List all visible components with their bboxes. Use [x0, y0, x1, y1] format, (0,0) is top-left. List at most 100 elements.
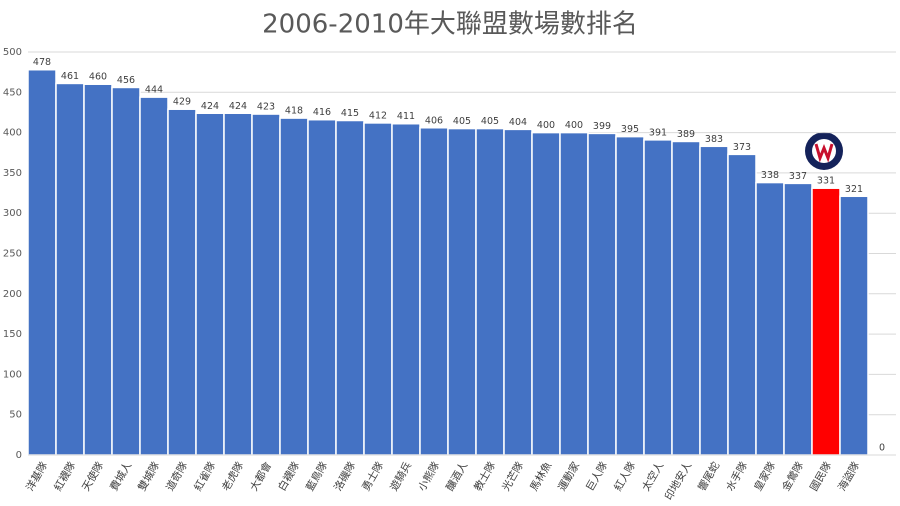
value-label: 424 — [201, 101, 219, 112]
value-label: 406 — [425, 115, 443, 126]
value-label: 424 — [229, 101, 247, 112]
bar — [755, 181, 785, 456]
value-label: 331 — [817, 176, 835, 187]
value-label: 400 — [565, 120, 583, 131]
bar — [223, 112, 253, 456]
bar — [363, 122, 393, 456]
value-label: 389 — [677, 129, 695, 140]
x-tick-label: 老虎隊 — [219, 459, 246, 493]
value-label: 412 — [369, 110, 387, 121]
y-tick-label: 50 — [9, 410, 22, 421]
y-tick-label: 400 — [3, 128, 22, 139]
y-tick-label: 200 — [3, 289, 22, 300]
bar — [559, 131, 589, 456]
x-tick-label: 巨人隊 — [583, 459, 610, 493]
x-tick-label: 洛磯隊 — [331, 459, 358, 493]
x-tick-label: 雙城隊 — [135, 459, 162, 493]
x-tick-label: 太空人 — [639, 459, 666, 493]
x-tick-label: 道奇隊 — [163, 459, 190, 493]
value-label: 400 — [537, 120, 555, 131]
value-label: 460 — [89, 72, 107, 83]
x-tick-label: 勇士隊 — [359, 459, 386, 493]
bar — [139, 96, 169, 456]
bar — [839, 195, 869, 456]
bar — [447, 127, 477, 456]
value-label: 373 — [733, 142, 751, 153]
x-tick-label: 皇家隊 — [751, 459, 778, 493]
value-label: 391 — [649, 127, 667, 138]
y-tick-label: 150 — [3, 329, 22, 340]
x-tick-label: 國民隊 — [807, 459, 834, 493]
x-tick-label: 紅雀隊 — [191, 459, 218, 493]
bar — [391, 122, 421, 456]
value-label: 429 — [173, 97, 191, 108]
value-label: 404 — [509, 117, 527, 128]
value-label: 321 — [845, 184, 863, 195]
bar — [83, 83, 113, 456]
value-label: 337 — [789, 171, 807, 182]
bar — [27, 68, 57, 456]
value-label: 395 — [621, 124, 639, 135]
bar — [419, 127, 449, 456]
value-label: 338 — [761, 170, 779, 181]
bar — [727, 153, 757, 456]
bar — [335, 119, 365, 456]
y-tick-label: 100 — [3, 369, 22, 380]
value-label: 418 — [285, 106, 303, 117]
bar — [307, 118, 337, 456]
x-tick-label: 運動家 — [555, 459, 582, 493]
bar — [811, 187, 841, 456]
x-tick-label: 教士隊 — [471, 459, 498, 493]
value-label: 383 — [705, 134, 723, 145]
x-tick-label: 白襪隊 — [275, 459, 302, 493]
x-tick-label: 光芒隊 — [499, 459, 526, 493]
x-tick-label: 洋基隊 — [23, 459, 50, 493]
x-tick-label: 水手隊 — [723, 459, 750, 493]
y-tick-label: 500 — [3, 47, 22, 58]
team-logo — [805, 132, 843, 170]
x-tick-label: 紅襪隊 — [51, 459, 78, 493]
bar — [699, 145, 729, 456]
y-tick-label: 350 — [3, 168, 22, 179]
x-tick-label: 釀酒人 — [443, 459, 470, 493]
bar — [671, 140, 701, 456]
bar — [279, 117, 309, 456]
chart-title: 2006-2010年大聯盟數場數排名 — [262, 10, 638, 40]
bar — [251, 113, 281, 456]
value-label: 461 — [61, 71, 79, 82]
value-label: 416 — [313, 107, 331, 118]
bar — [531, 131, 561, 456]
x-tick-label: 印地安人 — [662, 459, 695, 502]
value-label: 444 — [145, 85, 163, 96]
x-tick-label: 紅人隊 — [611, 459, 638, 493]
bar — [615, 135, 645, 456]
bar — [55, 82, 85, 456]
x-tick-label: 大都會 — [247, 459, 274, 493]
bar — [111, 86, 141, 456]
bar — [643, 139, 673, 456]
x-tick-label: 天使隊 — [79, 459, 106, 493]
value-label: 0 — [879, 443, 885, 454]
x-tick-label: 海盜隊 — [835, 459, 862, 493]
bar — [783, 182, 813, 456]
value-label: 405 — [481, 116, 499, 127]
y-tick-label: 300 — [3, 208, 22, 219]
x-tick-label: 藍鳥隊 — [303, 459, 330, 493]
value-label: 415 — [341, 108, 359, 119]
bar — [167, 108, 197, 456]
y-tick-label: 0 — [16, 450, 22, 461]
value-label: 405 — [453, 116, 471, 127]
x-tick-label: 馬林魚 — [527, 459, 554, 493]
value-label: 423 — [257, 102, 275, 113]
value-label: 411 — [397, 111, 415, 122]
y-tick-label: 250 — [3, 249, 22, 260]
x-tick-label: 小熊隊 — [415, 459, 442, 493]
bar — [475, 127, 505, 456]
x-tick-label: 遊騎兵 — [387, 460, 414, 494]
bar — [587, 132, 617, 456]
y-tick-label: 450 — [3, 87, 22, 98]
value-label: 399 — [593, 121, 611, 132]
value-label: 478 — [33, 57, 51, 68]
bar — [195, 112, 225, 456]
